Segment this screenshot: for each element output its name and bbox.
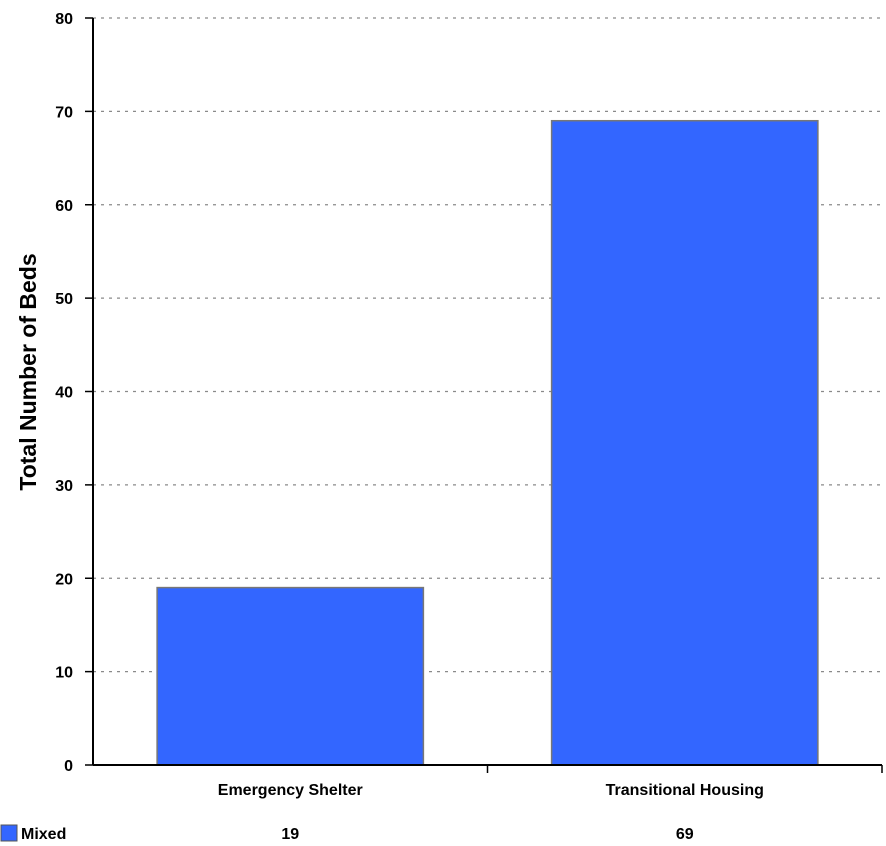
y-tick-label: 70 bbox=[55, 104, 73, 121]
x-category-label: Emergency Shelter bbox=[218, 782, 363, 799]
y-tick-label: 80 bbox=[55, 11, 73, 28]
y-tick-label: 40 bbox=[55, 385, 73, 402]
y-tick-label: 60 bbox=[55, 198, 73, 215]
data-table-values: 19 69 bbox=[281, 826, 693, 843]
y-axis-label: Total Number of Beds bbox=[15, 253, 41, 490]
y-tick-label: 0 bbox=[64, 758, 73, 775]
legend-label-mixed: Mixed bbox=[21, 826, 66, 843]
data-table-value: 19 bbox=[281, 826, 299, 843]
y-tick-labels: 0 10 20 30 40 50 60 70 80 bbox=[55, 11, 73, 775]
legend-swatch-mixed bbox=[0, 824, 18, 842]
y-tick-label: 20 bbox=[55, 571, 73, 588]
bar bbox=[550, 119, 819, 766]
axes bbox=[92, 18, 883, 773]
y-tick-label: 10 bbox=[55, 665, 73, 682]
bars bbox=[156, 119, 819, 766]
bar bbox=[156, 586, 425, 766]
y-tick-label: 50 bbox=[55, 291, 73, 308]
legend: Mixed bbox=[0, 824, 66, 843]
data-table-value: 69 bbox=[676, 826, 694, 843]
y-tick-label: 30 bbox=[55, 478, 73, 495]
x-category-label: Transitional Housing bbox=[606, 782, 764, 799]
x-category-labels: Emergency Shelter Transitional Housing bbox=[218, 782, 764, 799]
